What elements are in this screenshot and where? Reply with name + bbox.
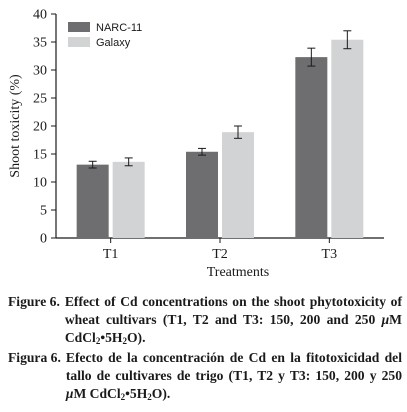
- y-tick-label: 10: [33, 176, 47, 191]
- x-tick-label: T3: [322, 247, 338, 262]
- caption-spanish: Figura 6. Efecto de la concentración de …: [8, 349, 402, 403]
- caption-text: Efecto de la concentración de Cd en la f…: [65, 350, 402, 402]
- legend-swatch: [68, 37, 90, 47]
- caption-text: Effect of Cd concentrations on the shoot…: [64, 294, 402, 346]
- y-tick-label: 5: [40, 204, 47, 219]
- y-tick-label: 20: [33, 120, 47, 135]
- legend-swatch: [68, 22, 90, 32]
- y-tick-label: 15: [33, 148, 47, 163]
- legend-label: NARC-11: [96, 22, 142, 34]
- y-tick-label: 35: [33, 36, 47, 51]
- y-tick-label: 30: [33, 64, 47, 79]
- bar-narc-11-t2: [186, 151, 218, 238]
- x-axis-label: Treatments: [207, 265, 269, 280]
- caption-label: Figure 6.: [8, 294, 60, 309]
- figure-captions: Figure 6. Effect of Cd concentrations on…: [8, 293, 402, 405]
- bar-galaxy-t1: [112, 161, 145, 238]
- legend-label: Galaxy: [96, 37, 131, 49]
- y-axis-label: Shoot toxicity (%): [8, 74, 23, 178]
- caption-label: Figura 6.: [8, 350, 61, 365]
- bar-galaxy-t2: [222, 132, 254, 238]
- chart: 0 5 10 15 20 25 30 35 40 Shoot toxicity (%) Treatm…: [8, 8, 384, 280]
- y-tick-label: 0: [40, 232, 47, 247]
- bar-chart: 0 5 10 15 20 25 30 35 40 Shoot toxicity (%) Treatm…: [8, 8, 384, 280]
- caption-english: Figure 6. Effect of Cd concentrations on…: [8, 293, 402, 347]
- bar-galaxy-t3: [331, 39, 364, 239]
- y-tick-label: 40: [33, 8, 47, 23]
- x-tick-label: T1: [103, 247, 119, 262]
- bar-narc-11-t3: [295, 57, 328, 239]
- bar-narc-11-t1: [76, 164, 109, 238]
- y-tick-label: 25: [33, 92, 47, 107]
- x-tick-label: T2: [212, 247, 228, 262]
